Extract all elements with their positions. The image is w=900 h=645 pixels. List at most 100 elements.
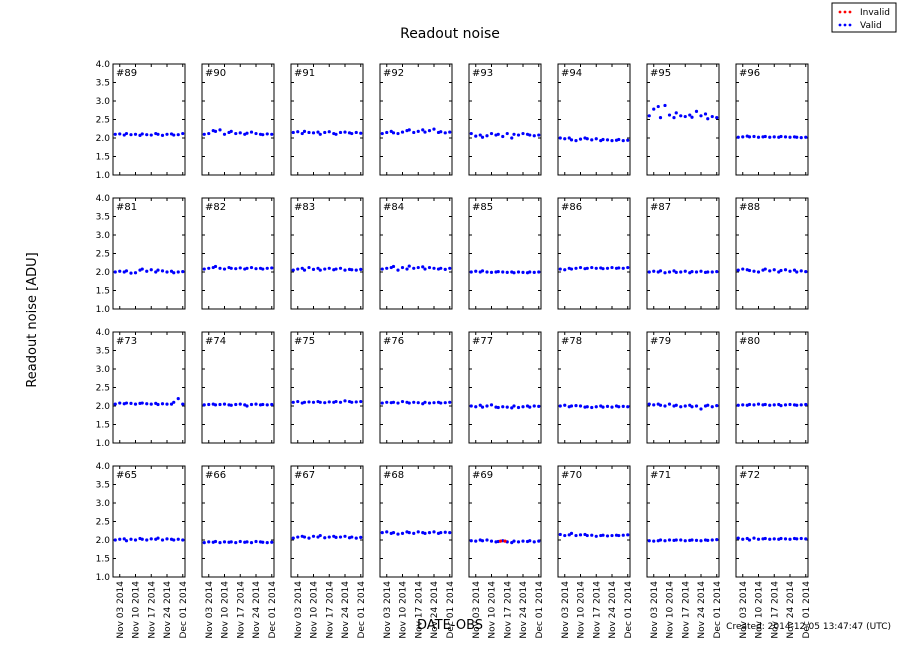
panel-frame [379, 465, 453, 578]
point [763, 402, 767, 407]
point [165, 270, 169, 274]
point [563, 268, 567, 272]
point [129, 271, 133, 275]
point [621, 533, 625, 537]
point [448, 266, 452, 270]
point [261, 133, 265, 137]
point [772, 268, 776, 272]
point [469, 539, 473, 543]
point [512, 271, 516, 275]
point [521, 131, 525, 136]
point [594, 405, 598, 409]
point [254, 267, 258, 271]
panel-frame [290, 331, 364, 444]
point [756, 402, 761, 406]
point [658, 403, 663, 407]
panel-label: #73 [116, 336, 137, 347]
point [156, 268, 160, 272]
point [405, 267, 409, 271]
point [439, 130, 443, 134]
point [202, 540, 206, 545]
x-tick-label: Nov 03 2014 [205, 581, 215, 639]
point [129, 133, 133, 137]
point [432, 401, 436, 405]
point [736, 135, 740, 139]
invalid-point [498, 539, 503, 543]
point [647, 402, 651, 406]
point [222, 540, 227, 544]
point [354, 130, 358, 135]
point [747, 402, 752, 407]
point [710, 405, 714, 409]
point [528, 270, 532, 274]
point [605, 266, 610, 270]
x-tick-label: Dec 01 2014 [357, 581, 367, 639]
point [610, 138, 614, 143]
point [307, 400, 311, 404]
point [334, 399, 338, 404]
point [474, 539, 478, 543]
point [254, 539, 258, 544]
point [537, 404, 541, 408]
point [683, 114, 687, 119]
point [594, 266, 598, 270]
point [154, 270, 158, 274]
panel-frame [468, 197, 542, 310]
point [485, 538, 489, 542]
point [469, 131, 473, 136]
point [510, 406, 514, 410]
point [421, 265, 425, 269]
point [563, 137, 567, 141]
point [291, 130, 295, 135]
point [133, 132, 138, 136]
point [412, 130, 416, 135]
point [741, 537, 745, 541]
point [400, 130, 405, 134]
x-tick-label: Nov 10 2014 [666, 581, 676, 639]
point [385, 130, 389, 135]
point [261, 540, 265, 544]
panel-frame [557, 197, 631, 310]
point [699, 269, 703, 273]
point [741, 267, 745, 271]
point [788, 537, 792, 541]
point [474, 405, 478, 409]
point [501, 270, 505, 274]
panel-frame [290, 63, 364, 176]
point [122, 133, 126, 137]
point [416, 530, 420, 534]
x-tick-label: Nov 03 2014 [739, 581, 749, 639]
point [172, 133, 176, 137]
point [138, 133, 142, 138]
point [238, 131, 242, 135]
point [590, 265, 594, 270]
point [626, 265, 630, 270]
invalid-point [503, 539, 507, 543]
panel-frame [290, 465, 364, 578]
point [779, 268, 783, 273]
point [412, 266, 416, 270]
point [118, 269, 122, 273]
point [768, 537, 772, 541]
point [763, 536, 767, 541]
panel-frame [201, 465, 275, 578]
point [674, 270, 678, 274]
panel-label: #87 [650, 202, 671, 213]
x-tick-label: Dec 01 2014 [179, 581, 189, 639]
point [432, 530, 436, 534]
point [799, 269, 803, 273]
point [469, 270, 473, 274]
point [683, 269, 687, 273]
panel-label: #72 [739, 470, 760, 481]
panel-label: #95 [650, 68, 671, 79]
point [181, 131, 185, 136]
panel-label: #96 [739, 68, 760, 79]
panel-frame [379, 331, 453, 444]
panel-label: #77 [472, 336, 493, 347]
point [129, 537, 133, 541]
panel-frame [468, 465, 542, 578]
point [496, 405, 500, 410]
point [270, 266, 274, 270]
point [747, 538, 752, 542]
